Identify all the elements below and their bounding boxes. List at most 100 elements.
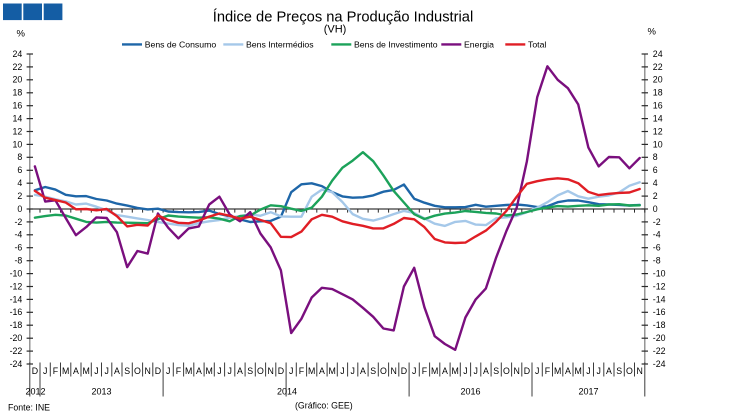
- svg-text:J: J: [473, 366, 477, 376]
- svg-text:8: 8: [17, 152, 22, 162]
- svg-text:D: D: [278, 366, 284, 376]
- svg-text:-16: -16: [653, 307, 666, 317]
- svg-text:F: F: [299, 366, 305, 376]
- svg-text:20: 20: [13, 75, 23, 85]
- svg-text:%: %: [17, 29, 26, 40]
- svg-text:D: D: [155, 366, 161, 376]
- svg-text:-22: -22: [10, 346, 23, 356]
- svg-text:A: A: [565, 366, 571, 376]
- svg-text:A: A: [196, 366, 202, 376]
- svg-text:M: M: [452, 366, 459, 376]
- svg-text:M: M: [185, 366, 192, 376]
- svg-text:J: J: [340, 366, 344, 376]
- svg-text:4: 4: [653, 178, 658, 188]
- svg-text:-8: -8: [653, 256, 661, 266]
- svg-text:N: N: [145, 366, 151, 376]
- svg-text:-14: -14: [10, 294, 23, 304]
- svg-text:J: J: [166, 366, 170, 376]
- svg-text:M: M: [431, 366, 438, 376]
- svg-text:A: A: [360, 366, 366, 376]
- svg-text:-4: -4: [653, 230, 661, 240]
- svg-text:D: D: [401, 366, 407, 376]
- svg-text:%: %: [648, 27, 657, 38]
- svg-text:16: 16: [13, 101, 23, 111]
- svg-text:J: J: [463, 366, 467, 376]
- svg-text:A: A: [483, 366, 489, 376]
- svg-text:22: 22: [653, 62, 663, 72]
- svg-text:N: N: [637, 366, 643, 376]
- svg-text:-2: -2: [653, 217, 661, 227]
- svg-text:J: J: [535, 366, 539, 376]
- svg-text:D: D: [524, 366, 530, 376]
- svg-text:S: S: [247, 366, 253, 376]
- svg-text:18: 18: [653, 88, 663, 98]
- svg-text:10: 10: [13, 139, 23, 149]
- svg-text:-6: -6: [14, 243, 22, 253]
- svg-text:J: J: [412, 366, 416, 376]
- svg-text:20: 20: [653, 75, 663, 85]
- svg-text:-12: -12: [10, 281, 23, 291]
- svg-text:O: O: [134, 366, 141, 376]
- svg-text:0: 0: [653, 204, 658, 214]
- svg-text:-14: -14: [653, 294, 666, 304]
- svg-text:-10: -10: [10, 269, 23, 279]
- svg-text:N: N: [391, 366, 397, 376]
- svg-text:F: F: [53, 366, 59, 376]
- svg-text:F: F: [176, 366, 182, 376]
- svg-text:J: J: [289, 366, 293, 376]
- svg-text:N: N: [514, 366, 520, 376]
- svg-text:2012: 2012: [25, 387, 45, 397]
- svg-text:10: 10: [653, 139, 663, 149]
- svg-text:2013: 2013: [91, 387, 111, 397]
- svg-text:M: M: [206, 366, 213, 376]
- svg-text:F: F: [422, 366, 428, 376]
- svg-text:4: 4: [17, 178, 22, 188]
- svg-text:2014: 2014: [277, 387, 297, 397]
- svg-text:M: M: [62, 366, 69, 376]
- svg-text:-18: -18: [10, 320, 23, 330]
- svg-text:S: S: [370, 366, 376, 376]
- svg-text:24: 24: [13, 49, 23, 59]
- svg-text:J: J: [227, 366, 231, 376]
- svg-text:8: 8: [653, 152, 658, 162]
- svg-text:-12: -12: [653, 281, 666, 291]
- svg-text:A: A: [319, 366, 325, 376]
- svg-text:-24: -24: [10, 359, 23, 369]
- svg-text:A: A: [114, 366, 120, 376]
- svg-text:(Gráfico: GEE): (Gráfico: GEE): [295, 401, 353, 411]
- svg-text:J: J: [94, 366, 98, 376]
- svg-text:22: 22: [13, 62, 23, 72]
- svg-text:J: J: [596, 366, 600, 376]
- svg-text:D: D: [32, 366, 38, 376]
- svg-text:Bens de Investimento: Bens de Investimento: [354, 39, 438, 49]
- svg-text:M: M: [83, 366, 90, 376]
- svg-text:Bens de Consumo: Bens de Consumo: [145, 39, 217, 49]
- svg-text:O: O: [626, 366, 633, 376]
- svg-text:Total: Total: [528, 39, 546, 49]
- svg-text:F: F: [545, 366, 551, 376]
- svg-text:S: S: [493, 366, 499, 376]
- svg-text:Energia: Energia: [464, 39, 494, 49]
- svg-text:J: J: [104, 366, 108, 376]
- svg-text:-10: -10: [653, 269, 666, 279]
- svg-text:Bens Intermédios: Bens Intermédios: [246, 39, 314, 49]
- svg-text:(VH): (VH): [324, 24, 347, 36]
- svg-text:-16: -16: [10, 307, 23, 317]
- svg-text:-4: -4: [14, 230, 22, 240]
- svg-text:O: O: [257, 366, 264, 376]
- svg-text:J: J: [217, 366, 221, 376]
- svg-text:J: J: [43, 366, 47, 376]
- svg-text:Índice de Preços na Produção I: Índice de Preços na Produção Industrial: [213, 9, 473, 26]
- svg-text:12: 12: [13, 126, 23, 136]
- svg-text:2016: 2016: [460, 387, 480, 397]
- svg-text:12: 12: [653, 126, 663, 136]
- svg-text:M: M: [308, 366, 315, 376]
- svg-text:0: 0: [17, 204, 22, 214]
- svg-text:S: S: [124, 366, 130, 376]
- svg-text:2017: 2017: [578, 387, 598, 397]
- svg-text:A: A: [237, 366, 243, 376]
- svg-text:S: S: [616, 366, 622, 376]
- svg-text:A: A: [606, 366, 612, 376]
- svg-text:M: M: [575, 366, 582, 376]
- svg-text:-22: -22: [653, 346, 666, 356]
